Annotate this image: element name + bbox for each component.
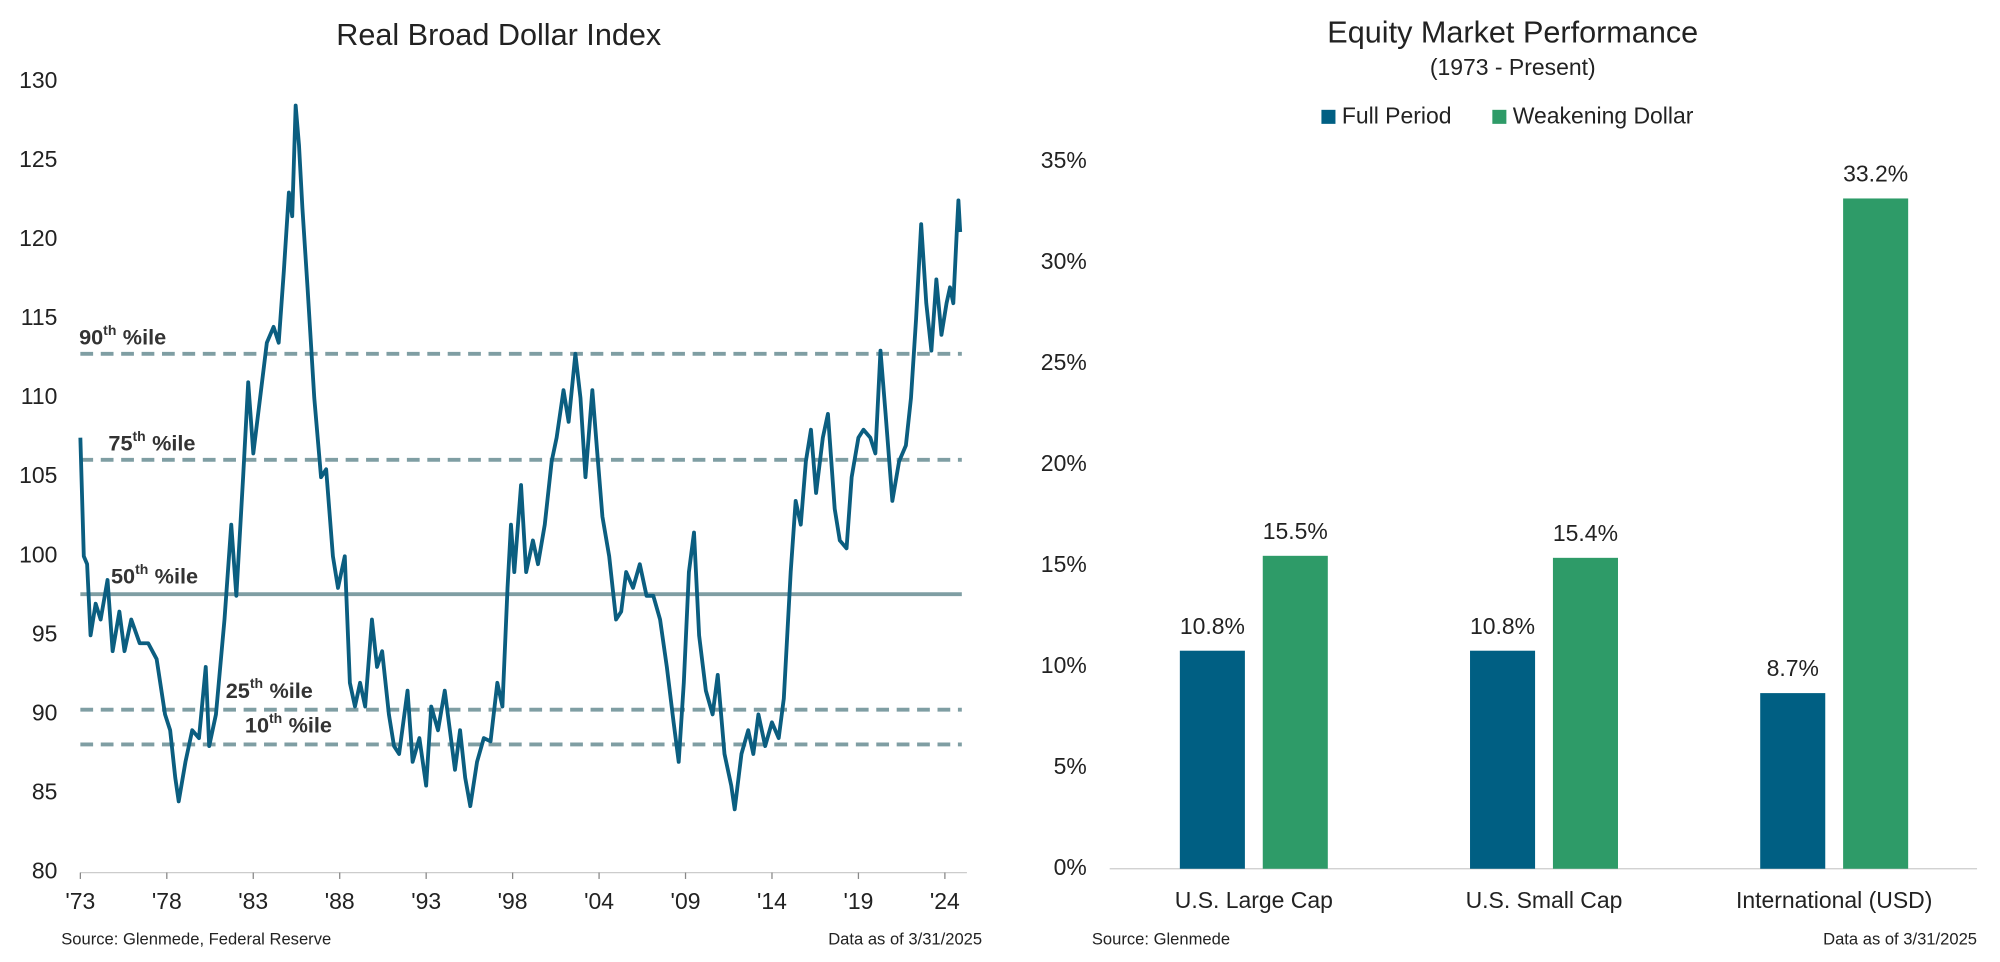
y-tick-label: 90 [32,699,58,725]
percentile-suffix: th [133,428,146,444]
source: Source: Glenmede [1092,930,1230,949]
y-tick-label: 35% [1041,147,1087,173]
percentile-suffix: th [269,710,282,726]
percentile-label: 90th %ile [79,322,166,350]
percentile-label: 25th %ile [226,675,313,703]
chart-title: Real Broad Dollar Index [336,18,661,52]
bar [1262,555,1328,869]
x-tick-label: '09 [671,888,701,914]
x-tick-label: '73 [65,888,95,914]
bar [1552,557,1618,869]
x-tick-label: U.S. Small Cap [1466,887,1623,913]
index-line [78,103,963,812]
percentile-text: %ile [152,430,195,455]
percentile-suffix: th [103,322,116,338]
value-label: 15.5% [1263,518,1328,544]
chart-subtitle: (1973 - Present) [1430,54,1596,80]
y-tick-label: 100 [19,541,57,567]
value-label: 10.8% [1180,613,1245,639]
percentile-label: 50th %ile [111,561,198,589]
y-tick-label: 95 [32,620,58,646]
x-tick-label: '93 [411,888,441,914]
percentile-rank: 75 [108,430,132,455]
x-tick-label: International (USD) [1736,887,1932,913]
legend-label: Full Period [1342,103,1452,129]
percentile-rank: 50 [111,563,135,588]
value-label: 15.4% [1553,520,1618,546]
source: Source: Glenmede, Federal Reserve [61,930,331,949]
x-tick-label: '98 [498,888,528,914]
value-label: 10.8% [1470,613,1535,639]
chart-title: Equity Market Performance [1327,16,1698,50]
legend-label: Weakening Dollar [1513,103,1694,129]
percentile-label: 10th %ile [245,710,332,738]
y-tick-label: 80 [32,858,58,884]
percentile-text: %ile [123,324,166,349]
percentile-text: %ile [155,563,198,588]
y-tick-label: 85 [32,779,58,805]
percentile-rank: 90 [79,324,103,349]
y-tick-label: 25% [1041,349,1087,375]
note: Data as of 3/31/2025 [1823,930,1977,949]
percentile-text: %ile [269,678,312,703]
x-tick-label: '19 [843,888,873,914]
bar [1760,693,1826,869]
x-tick-label: U.S. Large Cap [1175,887,1333,913]
legend-swatch [1321,109,1336,124]
legend-swatch [1492,109,1507,124]
y-tick-label: 115 [21,304,58,330]
y-tick-label: 110 [21,383,58,409]
percentile-label: 75th %ile [108,428,195,456]
x-tick-label: '78 [152,888,182,914]
y-tick-label: 130 [19,67,57,93]
bar [1179,650,1245,869]
y-tick-label: 120 [19,225,57,251]
percentile-text: %ile [289,712,332,737]
x-tick-label: '88 [325,888,355,914]
y-tick-label: 5% [1054,753,1087,779]
y-tick-label: 105 [19,462,57,488]
y-tick-label: 30% [1041,248,1087,274]
bar [1470,650,1536,869]
y-tick-label: 125 [19,146,57,172]
x-tick-label: '14 [757,888,787,914]
x-tick-label: '83 [238,888,268,914]
y-tick-label: 0% [1054,854,1087,880]
y-tick-label: 15% [1041,551,1087,577]
value-label: 8.7% [1767,655,1819,681]
value-label: 33.2% [1843,161,1908,187]
percentile-rank: 10 [245,712,269,737]
note: Data as of 3/31/2025 [828,930,982,949]
percentile-suffix: th [250,675,263,691]
percentile-suffix: th [135,561,148,577]
y-tick-label: 10% [1041,652,1087,678]
y-tick-label: 20% [1041,450,1087,476]
x-tick-label: '24 [930,888,960,914]
percentile-rank: 25 [226,678,250,703]
bar [1843,198,1909,869]
x-tick-label: '04 [584,888,614,914]
